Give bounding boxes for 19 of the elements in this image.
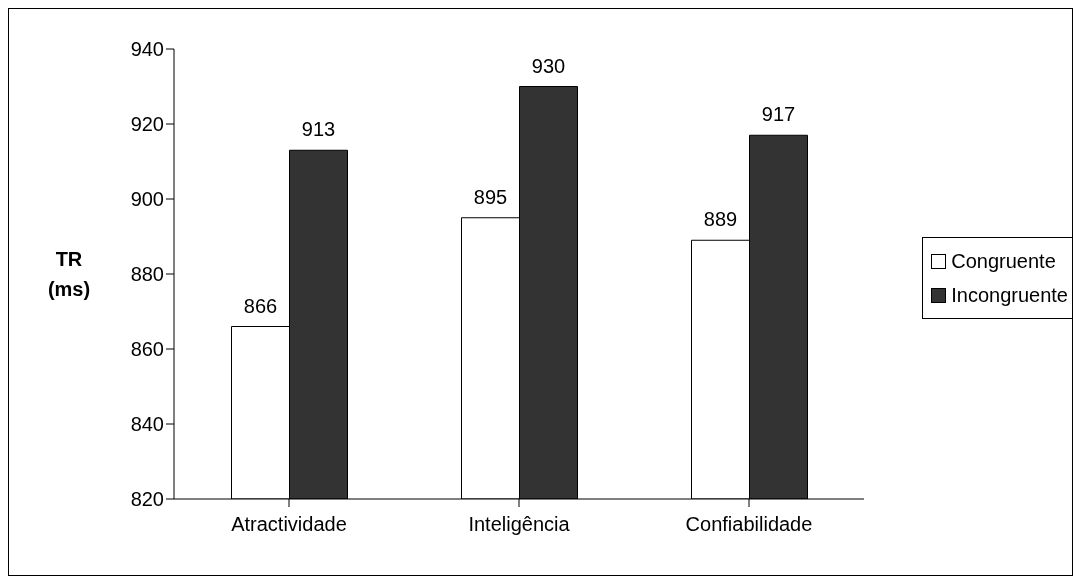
legend-label: Incongruente: [951, 283, 1068, 308]
data-label: 913: [301, 118, 336, 141]
x-tick-label: Confiabilidade: [685, 513, 813, 536]
y-tick-label: 820: [130, 488, 164, 511]
y-axis-title: TR (ms): [46, 247, 92, 302]
y-tick-label: 900: [130, 188, 164, 211]
x-tick-label: Inteligência: [468, 513, 571, 536]
x-tick-label: Atractividade: [231, 513, 347, 536]
legend-label: Congruente: [951, 249, 1056, 274]
y-tick-label: 940: [130, 38, 164, 61]
data-label: 895: [473, 185, 508, 208]
y-tick-label: 840: [130, 413, 164, 436]
data-label: 917: [761, 103, 796, 126]
data-label: 866: [243, 294, 278, 317]
y-tick-label: 860: [130, 338, 164, 361]
y-tick-label: 920: [130, 113, 164, 136]
y-tick-label: 880: [130, 263, 164, 286]
data-label: 889: [703, 208, 738, 231]
data-label: 930: [531, 54, 566, 77]
